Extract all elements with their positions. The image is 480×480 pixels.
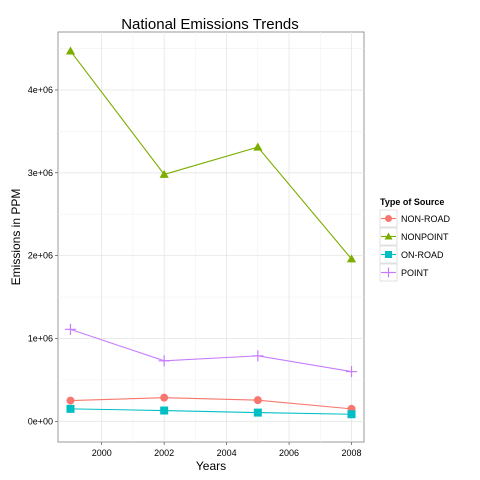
y-tick-label: 3e+06 bbox=[28, 168, 53, 178]
legend-key-marker bbox=[383, 267, 394, 278]
x-tick-label: 2004 bbox=[217, 448, 237, 458]
series-layer bbox=[64, 46, 358, 419]
legend: Type of Source NON-ROAD NONPOINT ON-ROAD PO… bbox=[379, 197, 450, 282]
data-point-nonpoint bbox=[346, 254, 357, 263]
y-tick-label: 1e+06 bbox=[28, 333, 53, 343]
legend-label: NON-ROAD bbox=[401, 214, 450, 224]
series-line-non-road bbox=[70, 397, 352, 410]
series-point bbox=[64, 323, 358, 378]
legend-label: ON-ROAD bbox=[401, 250, 444, 260]
legend-item-point: POINT bbox=[379, 263, 429, 282]
x-axis-ticks: 2000 2002 2004 2006 2008 bbox=[92, 442, 362, 458]
legend-title: Type of Source bbox=[380, 197, 444, 207]
data-point-on-road bbox=[347, 410, 356, 419]
data-point-on-road bbox=[160, 406, 169, 415]
data-point-non-road bbox=[66, 396, 75, 405]
chart-title: National Emissions Trends bbox=[121, 16, 299, 33]
x-tick-label: 2006 bbox=[279, 448, 299, 458]
data-point-point bbox=[158, 355, 170, 367]
legend-item-nonpoint: NONPOINT bbox=[379, 227, 449, 246]
data-point-nonpoint bbox=[159, 169, 169, 178]
legend-key-marker bbox=[385, 215, 392, 222]
series-line-on-road bbox=[70, 408, 352, 415]
data-point-nonpoint bbox=[65, 46, 76, 55]
data-point-on-road bbox=[253, 408, 262, 417]
y-tick-label: 0e+00 bbox=[28, 416, 53, 426]
data-point-non-road bbox=[160, 393, 169, 402]
data-point-point bbox=[345, 365, 358, 378]
legend-item-on-road: ON-ROAD bbox=[379, 245, 444, 264]
y-axis-title: Emissions in PPM bbox=[9, 189, 23, 286]
legend-item-non-road: NON-ROAD bbox=[379, 209, 450, 228]
x-tick-label: 2000 bbox=[92, 448, 112, 458]
y-tick-label: 2e+06 bbox=[28, 251, 53, 261]
y-axis-ticks: 0e+00 1e+06 2e+06 3e+06 4e+06 bbox=[28, 85, 58, 426]
x-tick-label: 2008 bbox=[341, 448, 361, 458]
plot-panel bbox=[57, 31, 365, 443]
data-point-nonpoint bbox=[253, 142, 263, 151]
x-axis-title: Years bbox=[196, 459, 226, 473]
series-nonpoint bbox=[65, 46, 357, 263]
legend-key-marker bbox=[384, 232, 393, 240]
series-on-road bbox=[66, 404, 356, 419]
x-tick-label: 2002 bbox=[154, 448, 174, 458]
data-point-non-road bbox=[253, 396, 262, 405]
y-tick-label: 4e+06 bbox=[28, 85, 53, 95]
legend-key-marker bbox=[385, 251, 392, 258]
data-point-point bbox=[64, 323, 77, 335]
series-line-point bbox=[70, 328, 352, 373]
series-line-nonpoint bbox=[70, 50, 352, 260]
legend-label: POINT bbox=[401, 268, 429, 278]
data-point-point bbox=[252, 350, 264, 362]
data-point-on-road bbox=[66, 404, 75, 413]
legend-label: NONPOINT bbox=[401, 232, 449, 242]
grid-lines bbox=[58, 32, 364, 442]
